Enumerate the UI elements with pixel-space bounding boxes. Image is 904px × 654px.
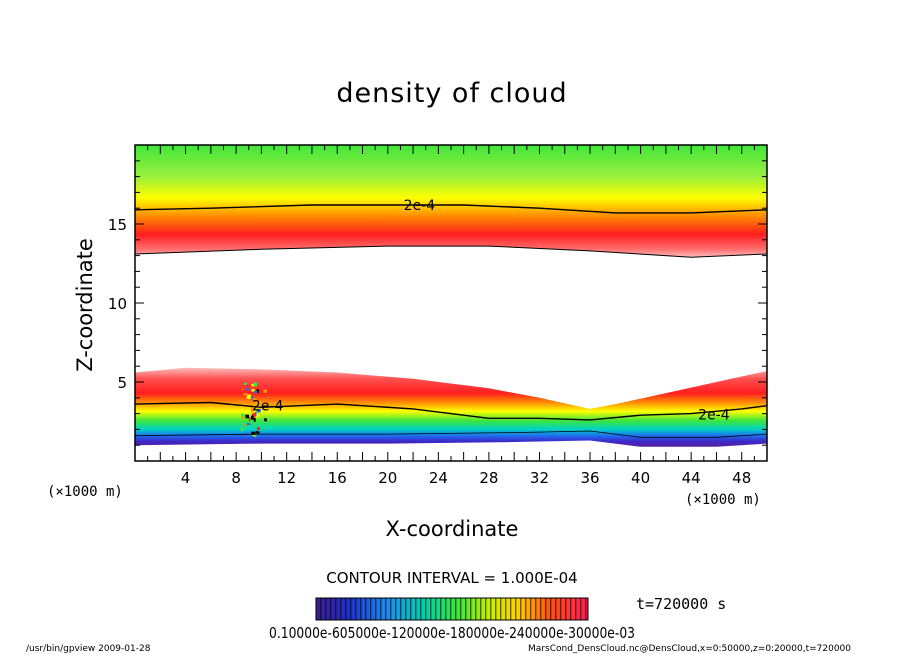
turbulence-spot	[259, 428, 262, 430]
turbulence-spot	[246, 384, 249, 387]
upper-contour-2e-4	[135, 204, 767, 214]
turbulence-spot	[243, 423, 247, 426]
turbulence-spot	[243, 393, 248, 396]
upper-layer-edge-contour	[135, 245, 767, 258]
x-tick-label: 40	[631, 469, 650, 487]
lower-cloud-layer	[135, 367, 767, 447]
lower-layer-bottom-contour	[135, 430, 767, 438]
x-tick-label: 12	[277, 469, 296, 487]
y-axis-label: Z-coordinate	[73, 238, 97, 372]
turbulence-spot	[245, 388, 249, 391]
turbulence-spot	[255, 414, 259, 418]
turbulence-spot	[240, 427, 245, 431]
turbulence-spot	[244, 382, 247, 385]
turbulence-spot	[256, 408, 261, 413]
turbulence-spot	[253, 434, 257, 437]
x-tick-label: 24	[429, 469, 448, 487]
turbulence-spot	[251, 388, 255, 392]
turbulence-spot	[256, 427, 261, 431]
contour-interval-label: CONTOUR INTERVAL = 1.000E-04	[326, 569, 577, 587]
turbulence-spot	[263, 389, 267, 393]
turbulence-spot	[244, 419, 247, 423]
x-axis-label: X-coordinate	[386, 517, 519, 541]
contour-label: 2e-4	[404, 198, 436, 214]
turbulence-spot	[241, 416, 244, 419]
x-unit-left: (×1000 m)	[47, 484, 123, 500]
turbulence-spot	[252, 413, 254, 418]
x-tick-label: 36	[580, 469, 599, 487]
x-tick-label: 20	[378, 469, 397, 487]
turbulence-spot	[251, 383, 256, 387]
x-tick-label: 16	[328, 469, 347, 487]
x-tick-label: 8	[231, 469, 241, 487]
colorbar-tick-labels: 0.10000e-605000e-120000e-180000e-240000e…	[269, 624, 635, 642]
turbulence-spot	[251, 408, 253, 413]
turbulence-spot	[251, 431, 256, 435]
turbulence-spot	[264, 418, 267, 422]
colorbar-stripes	[316, 598, 588, 620]
turbulence-spot	[253, 413, 256, 418]
contour-label: 2e-4	[698, 407, 730, 423]
footer-right: MarsCond_DensCloud.nc@DensCloud,x=0:5000…	[528, 644, 851, 654]
turbulence-spot	[241, 388, 244, 391]
turbulence-spot	[246, 394, 251, 399]
x-tick-label: 44	[682, 469, 701, 487]
turbulence-spot	[255, 431, 259, 433]
x-tick-label: 32	[530, 469, 549, 487]
turbulence-spot	[253, 382, 258, 387]
time-label: t=720000 s	[636, 595, 726, 613]
turbulence-spot	[245, 414, 249, 419]
turbulence-spot	[241, 413, 245, 417]
turbulence-spot	[258, 401, 261, 404]
turbulence-spot	[256, 389, 259, 393]
turbulence-spot	[253, 391, 258, 393]
chart-title: density of cloud	[336, 78, 567, 109]
turbulence-spot	[246, 423, 251, 425]
turbulence-spot	[250, 406, 254, 409]
colorbar-frame	[315, 597, 589, 621]
x-unit-right: (×1000 m)	[685, 492, 761, 508]
turbulence-spot	[251, 415, 255, 420]
x-tick-label: 28	[479, 469, 498, 487]
y-tick-label: 5	[117, 374, 127, 392]
turbulence-spot	[248, 416, 251, 422]
turbulence-spot	[254, 412, 257, 417]
turbulence-spot	[251, 390, 254, 394]
contour-label: 2e-4	[252, 399, 284, 415]
y-tick-label: 15	[108, 216, 127, 234]
turbulence-spot	[252, 398, 257, 403]
turbulence-spot	[253, 418, 256, 422]
upper-cloud-layer	[135, 145, 767, 258]
footer-left: /usr/bin/gpview 2009-01-28	[26, 644, 151, 654]
turbulence-spot	[244, 433, 249, 438]
y-tick-label: 10	[108, 295, 127, 313]
x-tick-label: 48	[732, 469, 751, 487]
lower-contour-2e-4	[135, 401, 767, 421]
x-tick-label: 4	[181, 469, 191, 487]
turbulence-spot	[243, 411, 248, 414]
